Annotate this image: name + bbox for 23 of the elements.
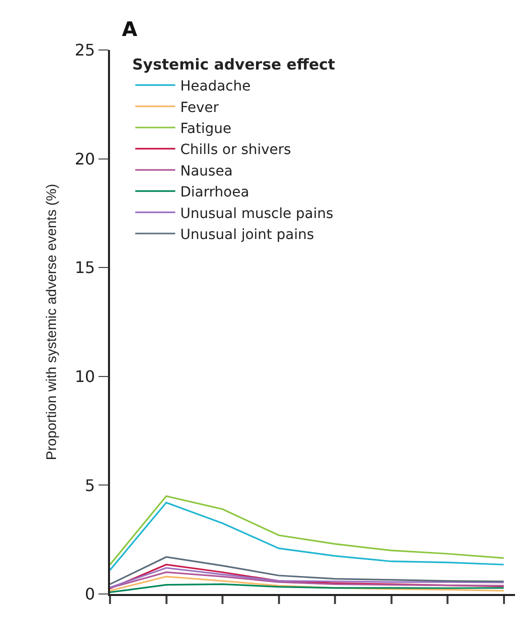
legend-title: Systemic adverse effect <box>132 56 336 74</box>
y-tick-label: 5 <box>84 476 96 495</box>
line-series <box>110 576 505 592</box>
legend-label: Headache <box>180 78 251 95</box>
legend-label: Fever <box>180 100 220 116</box>
y-tick-label: 0 <box>84 584 96 604</box>
legend-label: Diarrhoea <box>180 184 250 201</box>
legend-label: Unusual joint pains <box>180 226 314 243</box>
y-tick-label: 10 <box>74 367 96 386</box>
chart-title: A <box>122 16 138 41</box>
y-tick-label: 25 <box>74 40 96 60</box>
legend-label: Fatigue <box>180 120 232 137</box>
y-tick-label: 15 <box>74 258 96 278</box>
line-series <box>110 556 505 586</box>
legend-label: Chills or shivers <box>180 142 292 158</box>
line-series <box>110 583 505 594</box>
legend-label: Nausea <box>180 163 233 180</box>
y-tick-label: 20 <box>74 149 96 168</box>
legend-label: Unusual muscle pains <box>180 206 334 222</box>
line-series <box>110 495 505 566</box>
line-series <box>110 502 505 571</box>
y-axis-title: Proportion with systemic adverse events (%) <box>42 184 59 460</box>
line-series <box>110 571 505 589</box>
